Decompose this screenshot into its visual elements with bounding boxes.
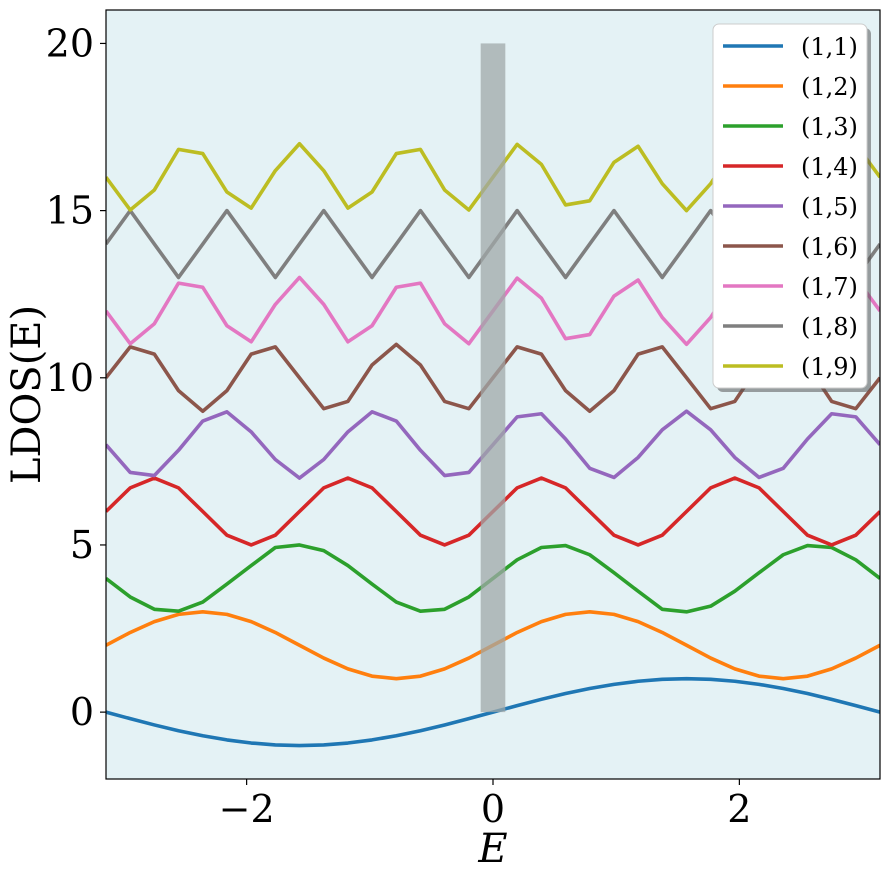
y-tick-label: 15 [46,189,94,233]
x-axis-label: E [477,826,507,872]
legend-label-8: (1,8) [801,313,858,341]
legend-label-2: (1,2) [801,73,858,101]
legend-label-4: (1,4) [801,153,858,181]
legend-label-7: (1,7) [801,273,858,301]
x-tick-label: 2 [727,787,751,831]
legend-box [712,23,868,389]
plot-series-group [106,43,880,748]
legend-label-6: (1,6) [801,233,858,261]
y-tick-label: 10 [46,356,94,400]
legend: (1,1) (1,2) (1,3) (1,4) (1,5) (1,6) (1,7) (1,8)… [712,23,871,392]
y-tick-label: 20 [46,21,94,65]
legend-label-5: (1,5) [801,193,858,221]
highlight-band [480,43,506,713]
legend-label-3: (1,3) [801,113,858,141]
x-tick-label: 0 [481,787,505,831]
y-axis-label: LDOS(E) [4,305,50,484]
x-tick-label: −2 [219,787,275,831]
y-tick-label: 0 [70,690,94,734]
y-tick-label: 5 [70,523,94,567]
legend-label-9: (1,9) [801,353,858,381]
legend-label-1: (1,1) [801,33,858,61]
